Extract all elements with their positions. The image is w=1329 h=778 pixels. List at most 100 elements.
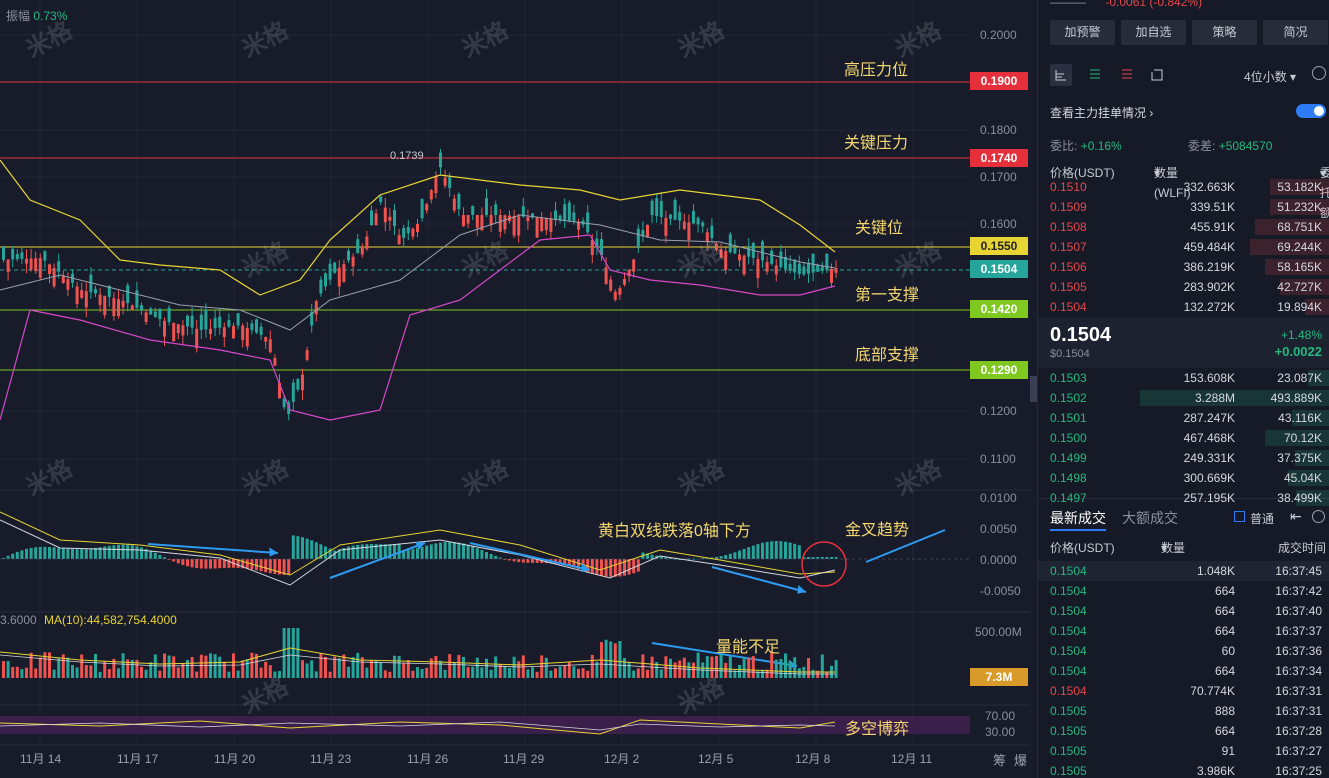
candle-body bbox=[255, 319, 258, 333]
ma-label: MA(10):44,582,754.4000 bbox=[44, 613, 177, 627]
row-value: 53.182K bbox=[1277, 180, 1322, 194]
date-tick: 11月 20 bbox=[214, 752, 256, 766]
bid-row[interactable]: 0.1497 257.195K 38.499K bbox=[1038, 488, 1329, 508]
depth-view-icon[interactable] bbox=[1146, 64, 1168, 86]
volume-bar bbox=[774, 659, 778, 678]
row-value: 23.087K bbox=[1277, 371, 1322, 385]
volume-bar bbox=[554, 668, 557, 678]
macd-bar bbox=[29, 547, 33, 559]
volume-bar bbox=[429, 658, 433, 678]
trades-header: 价格(USDT) 数量(WLFI) ▾ 成交时间 bbox=[1038, 538, 1329, 575]
axis-tick: 0.0050 bbox=[980, 522, 1017, 536]
candle-body bbox=[195, 328, 199, 349]
candle-body bbox=[774, 265, 778, 275]
collapse-handle[interactable] bbox=[1030, 376, 1037, 402]
volume-bar bbox=[34, 668, 38, 678]
volume-bar bbox=[144, 669, 148, 678]
decimals-select[interactable]: 4位小数 ▾ bbox=[1244, 68, 1296, 85]
arrow-head bbox=[269, 547, 278, 557]
trades-settings-icon[interactable] bbox=[1312, 510, 1325, 523]
macd-bar bbox=[498, 557, 502, 559]
candle-body bbox=[172, 323, 176, 342]
row-price: 0.1506 bbox=[1050, 260, 1087, 274]
volume-bar bbox=[204, 655, 208, 678]
volume-bar bbox=[567, 661, 571, 678]
action-buttons: 加预警 加自选 策略 简况 bbox=[1050, 20, 1328, 45]
strategy-button[interactable]: 策略 bbox=[1192, 20, 1257, 45]
trend-arrow bbox=[711, 566, 807, 593]
add-alert-button[interactable]: 加预警 bbox=[1050, 20, 1115, 45]
volume-bar bbox=[38, 657, 42, 678]
bid-row[interactable]: 0.1499 249.331K 37.375K bbox=[1038, 448, 1329, 468]
main-orders-link[interactable]: 查看主力挂单情况 › bbox=[1050, 104, 1153, 121]
normal-checkbox[interactable] bbox=[1234, 511, 1245, 522]
macd-bar bbox=[360, 544, 364, 559]
volume-bar bbox=[687, 662, 691, 678]
candle-body bbox=[25, 258, 28, 264]
price-tag-0.1420: 0.1420 bbox=[970, 300, 1028, 318]
candle-body bbox=[512, 215, 516, 236]
candle-body bbox=[107, 285, 111, 297]
candle-body bbox=[365, 236, 369, 249]
candle-body bbox=[388, 216, 392, 221]
macd-bar bbox=[43, 546, 47, 559]
candle-body bbox=[347, 250, 350, 261]
macd-bar bbox=[199, 559, 203, 569]
chevron-down-icon: ▾ bbox=[1290, 70, 1297, 84]
volume-bar bbox=[186, 659, 189, 678]
ask-row[interactable]: 0.1505 283.902K 42.727K bbox=[1038, 277, 1329, 297]
bid-row[interactable]: 0.1503 153.608K 23.087K bbox=[1038, 368, 1329, 388]
trades-header-qty[interactable]: 数量(WLFI) ▾ bbox=[1161, 541, 1198, 575]
view-bids-icon[interactable] bbox=[1084, 64, 1106, 86]
ask-row[interactable]: 0.1509 339.51K 51.232K bbox=[1038, 197, 1329, 217]
axis-tick: 0.1200 bbox=[980, 404, 1017, 418]
volume-bar bbox=[245, 659, 249, 678]
macd-bar bbox=[282, 559, 286, 575]
macd-bar bbox=[20, 550, 24, 559]
volume-bar bbox=[61, 654, 65, 678]
kline-chart-svg[interactable] bbox=[0, 0, 1037, 778]
macd-bar bbox=[383, 544, 387, 559]
tab-latest-trades[interactable]: 最新成交 bbox=[1050, 510, 1106, 526]
volume-bar bbox=[57, 658, 61, 678]
chips-toggle[interactable]: 筹 bbox=[993, 753, 1007, 768]
add-watchlist-button[interactable]: 加自选 bbox=[1121, 20, 1186, 45]
macd-bar bbox=[784, 541, 787, 559]
bid-row[interactable]: 0.1502 3.288M 493.889K bbox=[1038, 388, 1329, 408]
trade-qty: 664 bbox=[1214, 664, 1235, 678]
depth-bar bbox=[1280, 279, 1329, 295]
amplitude-readout: 振幅 0.73% bbox=[6, 7, 67, 24]
bid-row[interactable]: 0.1498 300.669K 45.04K bbox=[1038, 468, 1329, 488]
main-orders-toggle[interactable] bbox=[1296, 104, 1326, 118]
ask-row[interactable]: 0.1510 332.663K 53.182K bbox=[1038, 177, 1329, 197]
ask-row[interactable]: 0.1508 455.91K 68.751K bbox=[1038, 217, 1329, 237]
depth-bar bbox=[1305, 299, 1329, 315]
trade-price: 0.1504 bbox=[1050, 584, 1087, 598]
macd-bar bbox=[765, 541, 769, 559]
macd-bar bbox=[669, 558, 672, 560]
volume-bar bbox=[807, 658, 810, 678]
ask-row[interactable]: 0.1504 132.272K 19.894K bbox=[1038, 297, 1329, 317]
bid-row[interactable]: 0.1501 287.247K 43.116K bbox=[1038, 408, 1329, 428]
filter-icon[interactable]: ⇤ bbox=[1290, 508, 1302, 524]
view-both-icon[interactable] bbox=[1050, 64, 1072, 86]
trade-price: 0.1504 bbox=[1050, 684, 1087, 698]
header-qty[interactable]: 数量(WLFI) ▾ bbox=[1154, 166, 1191, 200]
settings-icon[interactable] bbox=[1312, 66, 1326, 80]
ask-row[interactable]: 0.1507 459.484K 69.244K bbox=[1038, 237, 1329, 257]
kline-chart-panel[interactable]: 振幅 0.73% 0.1739 高压力位 关键压力 关键位 第一支撑 底部支撑 … bbox=[0, 0, 1037, 778]
macd-bar bbox=[328, 548, 332, 559]
header-amount[interactable]: 委托额 ▾ bbox=[1319, 166, 1329, 220]
candle-body bbox=[439, 152, 442, 168]
depth-bar bbox=[1140, 390, 1329, 406]
boll-upper-band bbox=[0, 159, 836, 296]
ask-row[interactable]: 0.1506 386.219K 58.165K bbox=[1038, 257, 1329, 277]
tab-large-trades[interactable]: 大额成交 bbox=[1122, 510, 1178, 526]
overview-button[interactable]: 简况 bbox=[1263, 20, 1328, 45]
bid-row[interactable]: 0.1500 467.468K 70.12K bbox=[1038, 428, 1329, 448]
macd-bar bbox=[728, 553, 732, 559]
burst-toggle[interactable]: 爆 bbox=[1014, 753, 1028, 768]
view-asks-icon[interactable] bbox=[1116, 64, 1138, 86]
volume-bar bbox=[728, 656, 732, 678]
macd-dea-line bbox=[0, 511, 836, 576]
